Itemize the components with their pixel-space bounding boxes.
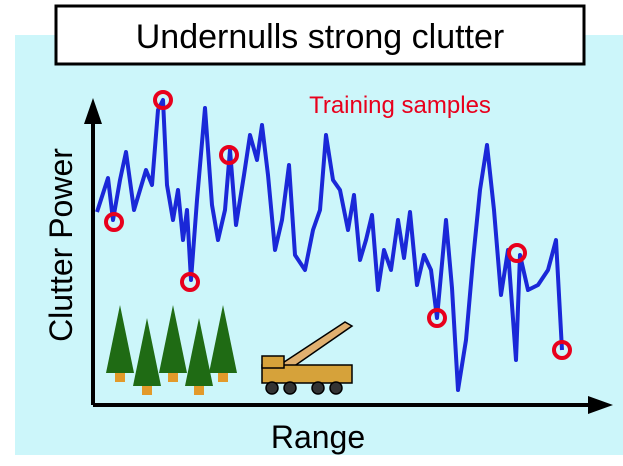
annotation: Training samples	[309, 92, 491, 119]
axes	[91, 118, 595, 407]
title: Undernulls strong clutter	[136, 18, 505, 56]
y-axis-label: Clutter Power	[43, 148, 79, 342]
title-box	[54, 4, 586, 66]
y-arrow	[84, 98, 102, 124]
launcher	[261, 321, 354, 395]
trees	[106, 305, 237, 395]
training-samples	[104, 90, 572, 360]
x-axis-label: Range	[271, 419, 365, 455]
x-arrow	[588, 396, 613, 414]
clutter-trace	[95, 98, 564, 392]
